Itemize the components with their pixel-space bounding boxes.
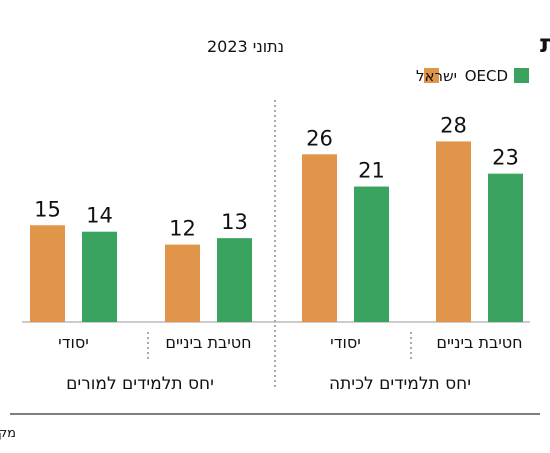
value-label-oecd: 14 [86,204,113,228]
bars-layer [30,141,523,322]
value-label-oecd: 21 [358,159,385,183]
category-label: יסודי [330,333,361,352]
chart-subtitle: נתוני 2023 [207,37,284,56]
value-label-oecd: 13 [221,210,248,234]
legend-label-israel: ישראל [416,67,457,85]
bar-oecd [354,186,389,322]
chart-title: יש מורים, אין כיתות [540,29,550,58]
labels-layer: 28 23 חטיבת ביניים 26 21 יסודי יחס תלמידים לכי… [34,113,523,394]
value-label-israel: 26 [306,126,333,150]
group-label: יחס תלמידים למורים [66,374,214,394]
bar-oecd [217,238,252,322]
legend-swatch-oecd [514,68,529,83]
bar-israel [30,225,65,322]
value-label-israel: 28 [440,113,467,137]
value-label-oecd: 23 [492,146,519,170]
category-label: יסודי [58,333,89,352]
bar-oecd [82,231,117,322]
category-label: חטיבת ביניים [165,333,251,352]
legend-swatch-israel [424,68,439,83]
source-note: מקור: עיבוד המשרוקית לנתוני OECD [0,426,16,441]
bar-israel [436,141,471,322]
legend-label-oecd: OECD [465,67,508,85]
group-label: יחס תלמידים לכיתה [329,374,471,394]
bar-oecd [488,173,523,322]
category-label: חטיבת ביניים [436,333,522,352]
bar-israel [302,154,337,322]
value-label-israel: 12 [169,217,196,241]
value-label-israel: 15 [34,197,61,221]
bar-israel [165,244,200,322]
